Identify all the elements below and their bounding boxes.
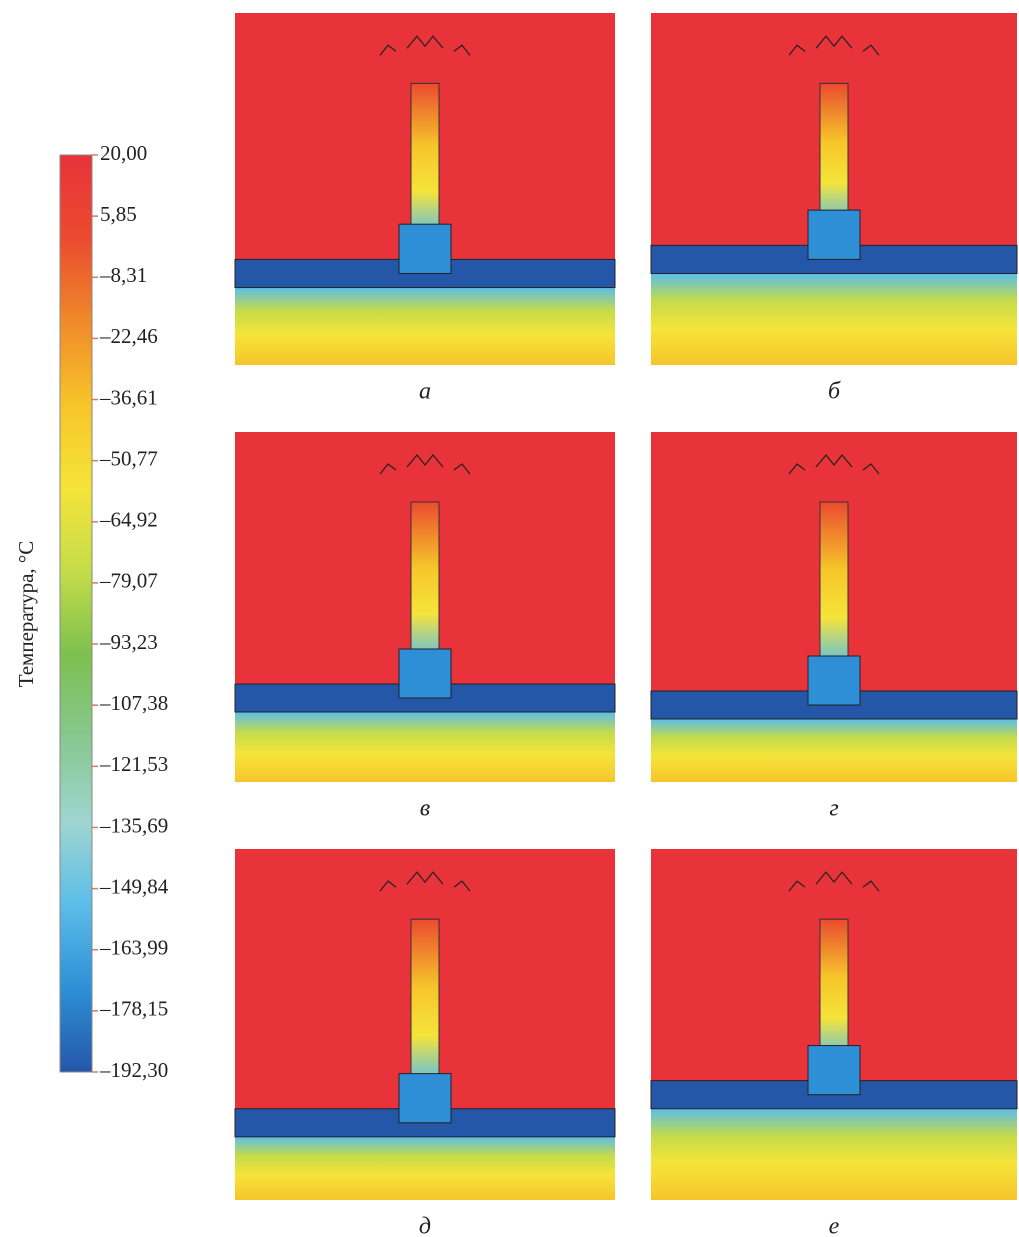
handle: [788, 871, 880, 892]
panel-label: д: [419, 1214, 431, 1237]
handle: [379, 35, 471, 56]
tick-label: –8,31: [99, 263, 147, 287]
panel-label: б: [828, 379, 841, 405]
under-pipe: [651, 1108, 1017, 1200]
tick-label: 5,85: [100, 202, 137, 226]
valve-body: [807, 655, 861, 706]
panel: [650, 432, 1018, 782]
panel: [234, 849, 616, 1200]
panel-label: е: [829, 1214, 840, 1237]
tick-label: –79,07: [99, 569, 158, 593]
valve-body: [398, 648, 452, 699]
tick-label: –121,53: [99, 752, 168, 776]
tick-label: –50,77: [99, 446, 158, 470]
under-pipe: [235, 287, 615, 365]
valve-body: [807, 1045, 861, 1096]
tick-label: –93,23: [99, 630, 158, 654]
under-pipe: [651, 273, 1017, 365]
tick-label: –163,99: [99, 936, 168, 960]
tick-label: –135,69: [99, 813, 168, 837]
handle: [788, 35, 880, 56]
panel-label: г: [829, 796, 838, 822]
tick-label: –192,30: [99, 1058, 168, 1082]
under-pipe: [651, 719, 1017, 782]
colorbar: [59, 154, 93, 1073]
panel-label: в: [420, 796, 430, 822]
handle: [788, 454, 880, 475]
valve-body: [398, 223, 452, 274]
tick-label: –64,92: [99, 508, 158, 532]
panel: [650, 13, 1018, 365]
valve-body: [807, 209, 861, 260]
axis-label: Температура, °C: [14, 541, 38, 688]
valve-body: [398, 1073, 452, 1124]
panel: [234, 432, 616, 782]
tick-label: –149,84: [99, 874, 169, 898]
under-pipe: [235, 712, 615, 782]
handle: [379, 871, 471, 892]
tick-label: –36,61: [99, 385, 158, 409]
tick-label: –178,15: [99, 997, 168, 1021]
tick-label: –22,46: [99, 324, 158, 348]
panel: [650, 849, 1018, 1200]
under-pipe: [235, 1136, 615, 1200]
panel-label: а: [419, 379, 431, 405]
panel: [234, 13, 616, 365]
handle: [379, 454, 471, 475]
tick-label: –107,38: [99, 691, 168, 715]
tick-label: 20,00: [100, 141, 147, 165]
